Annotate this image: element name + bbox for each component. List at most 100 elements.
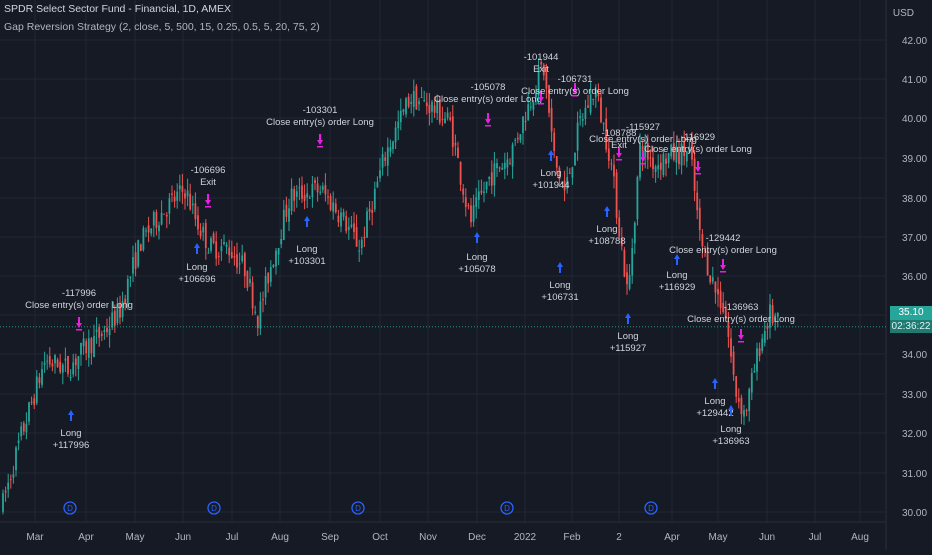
x-tick-label: Aug	[851, 532, 869, 543]
candle-body	[262, 299, 264, 301]
candle-body	[563, 180, 566, 191]
candle-body	[215, 241, 218, 259]
dividend-marker-label: D	[648, 504, 654, 513]
candle-body	[732, 351, 735, 375]
exit-label: Close entry(s) order Long	[669, 245, 777, 256]
candle-body	[709, 275, 712, 283]
candle-body	[475, 197, 478, 207]
entry-label: Long	[704, 396, 725, 407]
candle-body	[358, 250, 361, 252]
candle-body	[490, 172, 493, 186]
y-tick-label: 42.00	[902, 36, 927, 47]
candle-body	[587, 105, 589, 108]
candle-body	[548, 84, 550, 113]
candle-body	[306, 193, 309, 198]
candle-body	[420, 96, 423, 98]
exit-amount: -101944	[524, 52, 559, 63]
candle-body	[698, 207, 701, 230]
candle-body	[594, 89, 597, 98]
exit-arrow	[76, 317, 82, 328]
candle-body	[38, 377, 41, 384]
candle-body	[735, 376, 738, 397]
candle-body	[204, 222, 207, 249]
candle-body	[758, 348, 761, 356]
candle-body	[607, 148, 610, 161]
entry-amount: +117996	[53, 440, 90, 451]
x-tick-label: Feb	[563, 532, 581, 543]
entry-label: Long	[596, 224, 617, 235]
exit-amount: -105078	[471, 82, 506, 93]
x-tick-label: Jul	[226, 532, 239, 543]
candle-body	[316, 183, 319, 193]
x-tick-label: Aug	[271, 532, 289, 543]
y-tick-label: 30.00	[902, 508, 927, 519]
candle-body	[186, 190, 189, 197]
candle-body	[657, 165, 660, 170]
candle-body	[756, 348, 758, 372]
candle-body	[441, 119, 444, 121]
x-tick-label: Nov	[419, 532, 437, 543]
exit-arrow-bar	[76, 329, 82, 331]
candle-body	[652, 157, 654, 169]
candle-body	[243, 253, 246, 276]
candle-body	[345, 216, 348, 232]
entry-arrow	[194, 243, 200, 254]
candle-body	[496, 163, 498, 169]
candle-body	[644, 145, 647, 158]
exit-amount: -103301	[303, 105, 338, 116]
dividend-marker-label: D	[67, 504, 73, 513]
candle-body	[717, 288, 719, 295]
candle-body	[293, 189, 296, 201]
candle-body	[376, 181, 379, 188]
candle-body	[155, 212, 158, 228]
exit-amount: -136963	[724, 302, 759, 313]
candle-body	[688, 146, 691, 153]
exit-label: Exit	[533, 64, 549, 75]
candle-body	[324, 184, 327, 195]
candle-body	[597, 94, 600, 97]
candle-body	[745, 410, 748, 412]
candle-body	[693, 158, 696, 191]
candle-body	[714, 281, 717, 293]
last-price-tag: 35.10	[890, 306, 932, 320]
candle-body	[386, 147, 389, 166]
candle-body	[340, 212, 342, 227]
candle-body	[327, 196, 329, 198]
candle-body	[620, 237, 623, 247]
candle-body	[381, 154, 384, 168]
candle-body	[462, 188, 465, 195]
candle-body	[675, 146, 678, 163]
candle-body	[220, 246, 223, 252]
candle-body	[368, 208, 371, 212]
candle-body	[72, 362, 75, 375]
candle-body	[288, 208, 290, 222]
candle-body	[238, 263, 241, 265]
candle-body	[61, 364, 64, 373]
strategy-legend[interactable]: Gap Reversion Strategy (2, close, 5, 500…	[4, 21, 320, 33]
candle-body	[410, 101, 413, 104]
candle-body	[672, 143, 675, 160]
candle-body	[407, 96, 410, 107]
entry-arrow	[474, 232, 480, 243]
candle-body	[80, 342, 82, 355]
candle-body	[184, 193, 186, 199]
entry-arrow	[728, 405, 734, 416]
candle-body	[249, 279, 251, 284]
candle-body	[363, 236, 366, 239]
candle-body	[129, 276, 132, 278]
dividend-marker	[500, 501, 514, 515]
exit-label: Close entry(s) order Long	[266, 117, 374, 128]
candle-body	[394, 127, 397, 143]
candle-body	[332, 202, 335, 212]
x-tick-label: Dec	[468, 532, 486, 543]
candle-body	[191, 203, 194, 206]
y-tick-label: 39.00	[902, 154, 927, 165]
candle-body	[168, 198, 171, 214]
symbol-title[interactable]: SPDR Select Sector Fund - Financial, 1D,…	[4, 3, 232, 15]
exit-amount: -129442	[706, 233, 741, 244]
candle-body	[319, 191, 322, 193]
candle-body	[116, 303, 119, 323]
candle-body	[535, 91, 537, 98]
